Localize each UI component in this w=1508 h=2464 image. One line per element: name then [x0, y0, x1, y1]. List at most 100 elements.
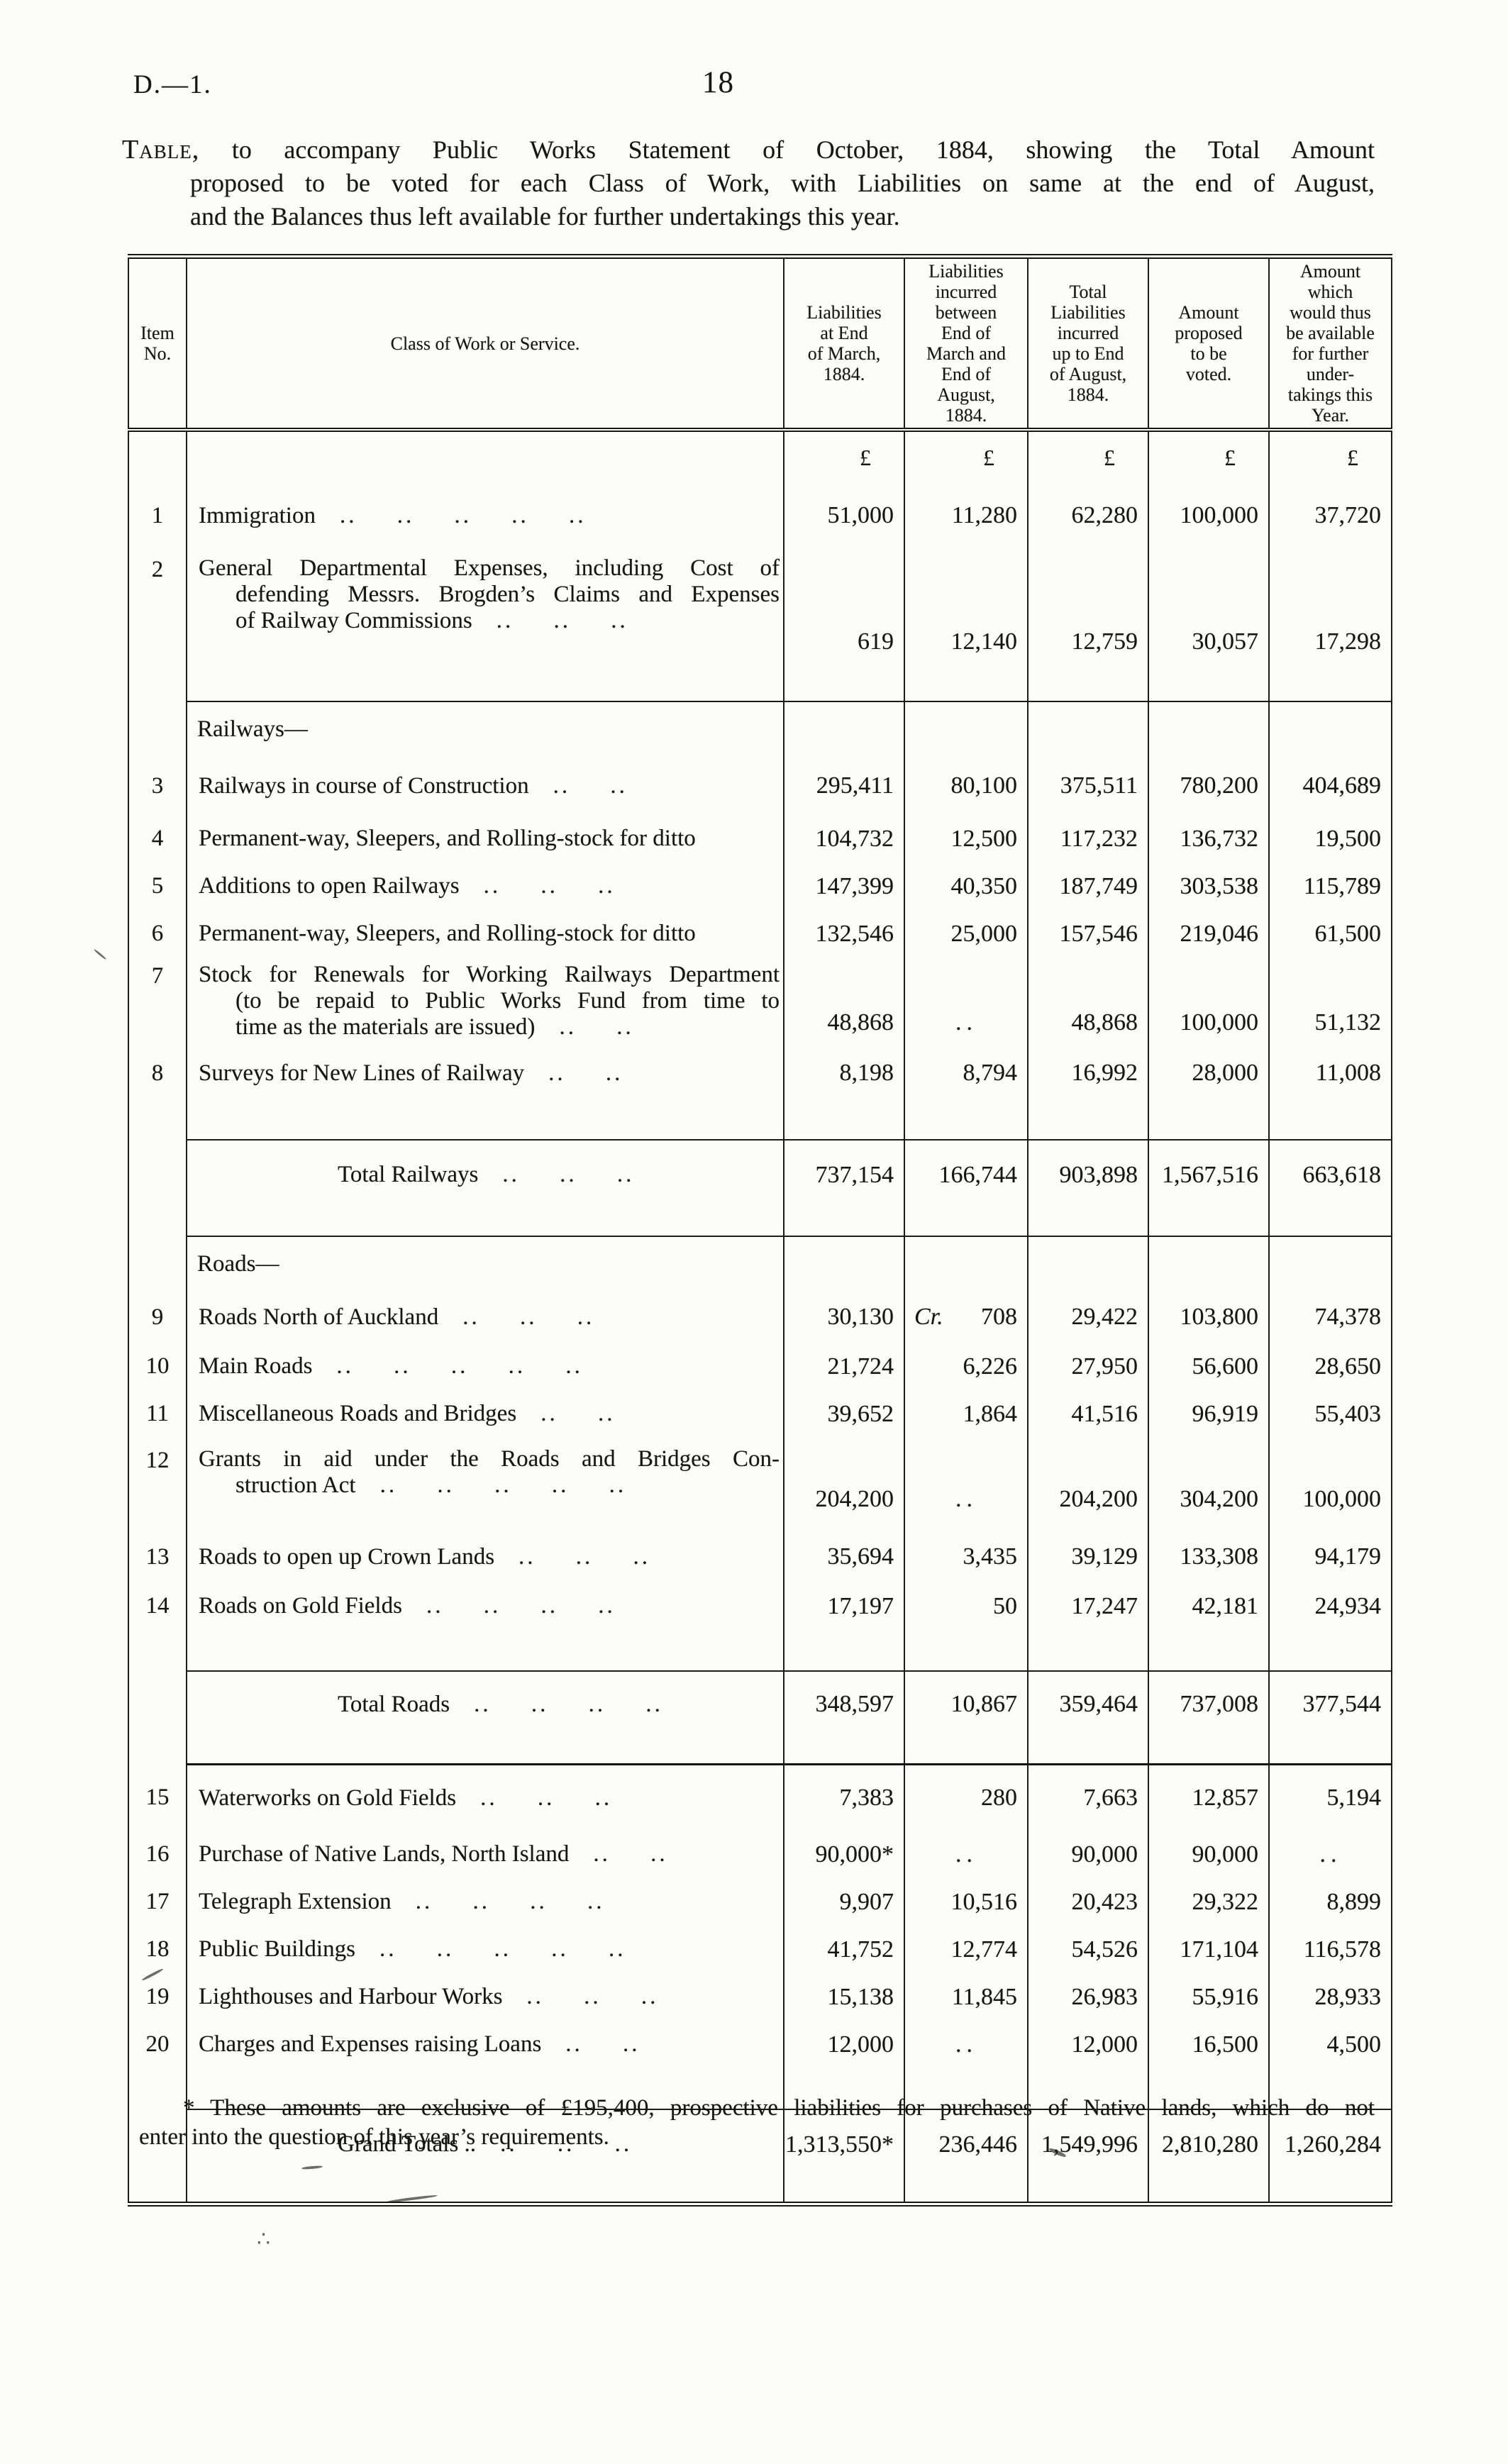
amount-cell	[1268, 701, 1392, 757]
rule-cell	[1268, 2068, 1392, 2110]
rule-cell	[904, 1630, 1029, 1672]
work-class-label: General Departmental Expenses, including…	[199, 555, 780, 581]
amount-cell: 15,138	[783, 1973, 905, 2021]
amount-cell: 295,411	[783, 757, 905, 815]
amount-cell: Cr. 708	[904, 1292, 1029, 1343]
page-number: 18	[702, 66, 734, 99]
work-class-label: Roads to open up Crown Lands.. .. ..	[199, 1543, 651, 1570]
rule-cell	[1027, 1209, 1149, 1237]
dot-leaders: .. .. ..	[496, 608, 628, 633]
amount-cell: 663,618	[1268, 1140, 1392, 1209]
work-class-cell: Permanent-way, Sleepers, and Rolling-sto…	[186, 815, 785, 862]
amount-cell: 304,200	[1148, 1438, 1270, 1531]
amount-cell: 132,546	[783, 910, 905, 958]
table-row: 5 Additions to open Railways.. .. .. 147,3…	[128, 862, 1392, 910]
amount-cell: 6,226	[904, 1343, 1029, 1390]
rule-cell	[1027, 1630, 1149, 1672]
amount-cell: 12,000	[1027, 2021, 1149, 2068]
rule-cell	[1268, 1737, 1392, 1765]
amount-cell: 780,200	[1148, 757, 1270, 815]
total-row: Grand Totals .... .. .. 1,313,550* 236,446…	[128, 2109, 1392, 2179]
amount-cell: 21,724	[783, 1343, 905, 1390]
amount-cell: 103,800	[1148, 1292, 1270, 1343]
work-class-cell: Surveys for New Lines of Railway.. ..	[186, 1048, 785, 1099]
amount-cell: 19,500	[1268, 815, 1392, 862]
work-class-cell: Miscellaneous Roads and Bridges.. ..	[186, 1390, 785, 1438]
dot-leaders: .. ..	[559, 1014, 634, 1040]
item-no-cell	[128, 1671, 187, 1737]
item-no-cell: 8	[128, 1048, 187, 1099]
amount-cell: 3,435	[904, 1531, 1029, 1582]
amount-cell: 166,744	[904, 1140, 1029, 1209]
amount-cell: 100,000	[1148, 483, 1270, 548]
rule-cell	[128, 684, 187, 701]
rule-cell	[128, 1099, 187, 1140]
amount-cell: 29,322	[1148, 1878, 1270, 1926]
amount-cell: 56,600	[1148, 1343, 1270, 1390]
work-class-label: Main Roads.. .. .. .. ..	[199, 1353, 583, 1379]
work-class-label: struction Act.. .. .. .. ..	[235, 1472, 627, 1498]
rule-row	[128, 2068, 1392, 2110]
dot-leaders: .. .. ..	[526, 1984, 659, 2009]
amount-cell	[1027, 1236, 1149, 1292]
rule-row	[128, 1099, 1392, 1141]
work-class-label: Railways in course of Construction.. ..	[199, 772, 628, 799]
total-row: Total Railways.. .. .. 737,154 166,744 903,…	[128, 1140, 1392, 1209]
amount-cell: 48,868	[1027, 958, 1149, 1048]
amount-cell: 55,403	[1268, 1390, 1392, 1438]
amount-cell: 204,200	[783, 1438, 905, 1531]
work-class-label: Telegraph Extension.. .. .. ..	[199, 1889, 605, 1914]
amount-cell: 404,689	[1268, 757, 1392, 815]
work-class-cell: Roads North of Auckland.. .. ..	[186, 1292, 785, 1343]
currency-cell: £	[904, 430, 1029, 483]
amount-cell: 39,129	[1027, 1531, 1149, 1582]
work-class-cell: Roads on Gold Fields.. .. .. ..	[186, 1582, 785, 1630]
item-no-cell: 1	[128, 483, 187, 548]
table-row: 20 Charges and Expenses raising Loans.. .…	[128, 2021, 1392, 2068]
rule-cell	[783, 2068, 905, 2110]
amount-cell: 7,663	[1027, 1764, 1149, 1831]
work-class-cell: Stock for Renewals for Working Railways …	[186, 958, 785, 1048]
amount-cell: 90,000	[1148, 1831, 1270, 1878]
rule-cell	[1148, 2179, 1270, 2204]
column-header-class-of-work: Class of Work or Service.	[186, 256, 785, 432]
item-no-cell: 14	[128, 1582, 187, 1630]
rule-cell	[783, 1209, 905, 1237]
work-class-label: Grants in aid under the Roads and Bridge…	[199, 1446, 780, 1472]
document-reference: D.—1.	[133, 70, 212, 99]
amount-cell: 26,983	[1027, 1973, 1149, 2021]
rule-cell	[1148, 1099, 1270, 1141]
amount-cell: 12,500	[904, 815, 1029, 862]
rule-cell	[186, 1630, 785, 1672]
amount-cell: 29,422	[1027, 1292, 1149, 1343]
amount-cell: 39,652	[783, 1390, 905, 1438]
amount-cell: 4,500	[1268, 2021, 1392, 2068]
currency-cell: £	[783, 430, 905, 483]
currency-cell: £	[1148, 430, 1270, 483]
amount-cell: 90,000*	[783, 1831, 905, 1878]
rule-cell	[1148, 1209, 1270, 1237]
dot-leaders: .. .. .. ..	[474, 1691, 663, 1717]
amount-cell: 1,313,550*	[783, 2109, 905, 2179]
work-class-cell: Lighthouses and Harbour Works.. .. ..	[186, 1973, 785, 2021]
dot-leaders: .. .. ..	[502, 1162, 635, 1187]
amount-cell: 16,500	[1148, 2021, 1270, 2068]
work-class-cell: Total Railways.. .. ..	[186, 1140, 785, 1209]
amount-cell: 74,378	[1268, 1292, 1392, 1343]
dot-leaders: .. ..	[593, 1841, 668, 1867]
amount-cell: 61,500	[1268, 910, 1392, 958]
column-header-liabilities-incurred: Liabilities incurred between End of Marc…	[904, 256, 1029, 432]
work-class-label: time as the materials are issued).. ..	[235, 1014, 634, 1040]
item-no-cell	[128, 1236, 187, 1292]
work-class-cell: Total Roads.. .. .. ..	[186, 1671, 785, 1737]
table-row: 10 Main Roads.. .. .. .. .. 21,724 6,226 27,…	[128, 1343, 1392, 1390]
work-class-label: Charges and Expenses raising Loans.. ..	[199, 2031, 641, 2057]
column-header-item-no: Item No.	[128, 256, 187, 432]
amount-cell: 8,794	[904, 1048, 1029, 1099]
title-line-2: proposed to be voted for each Class of W…	[190, 169, 1375, 197]
amount-cell: 25,000	[904, 910, 1029, 958]
amount-cell: 348,597	[783, 1671, 905, 1737]
amount-cell	[904, 701, 1029, 757]
rule-cell	[783, 1737, 905, 1765]
work-class-label: Roads North of Auckland.. .. ..	[199, 1304, 595, 1330]
